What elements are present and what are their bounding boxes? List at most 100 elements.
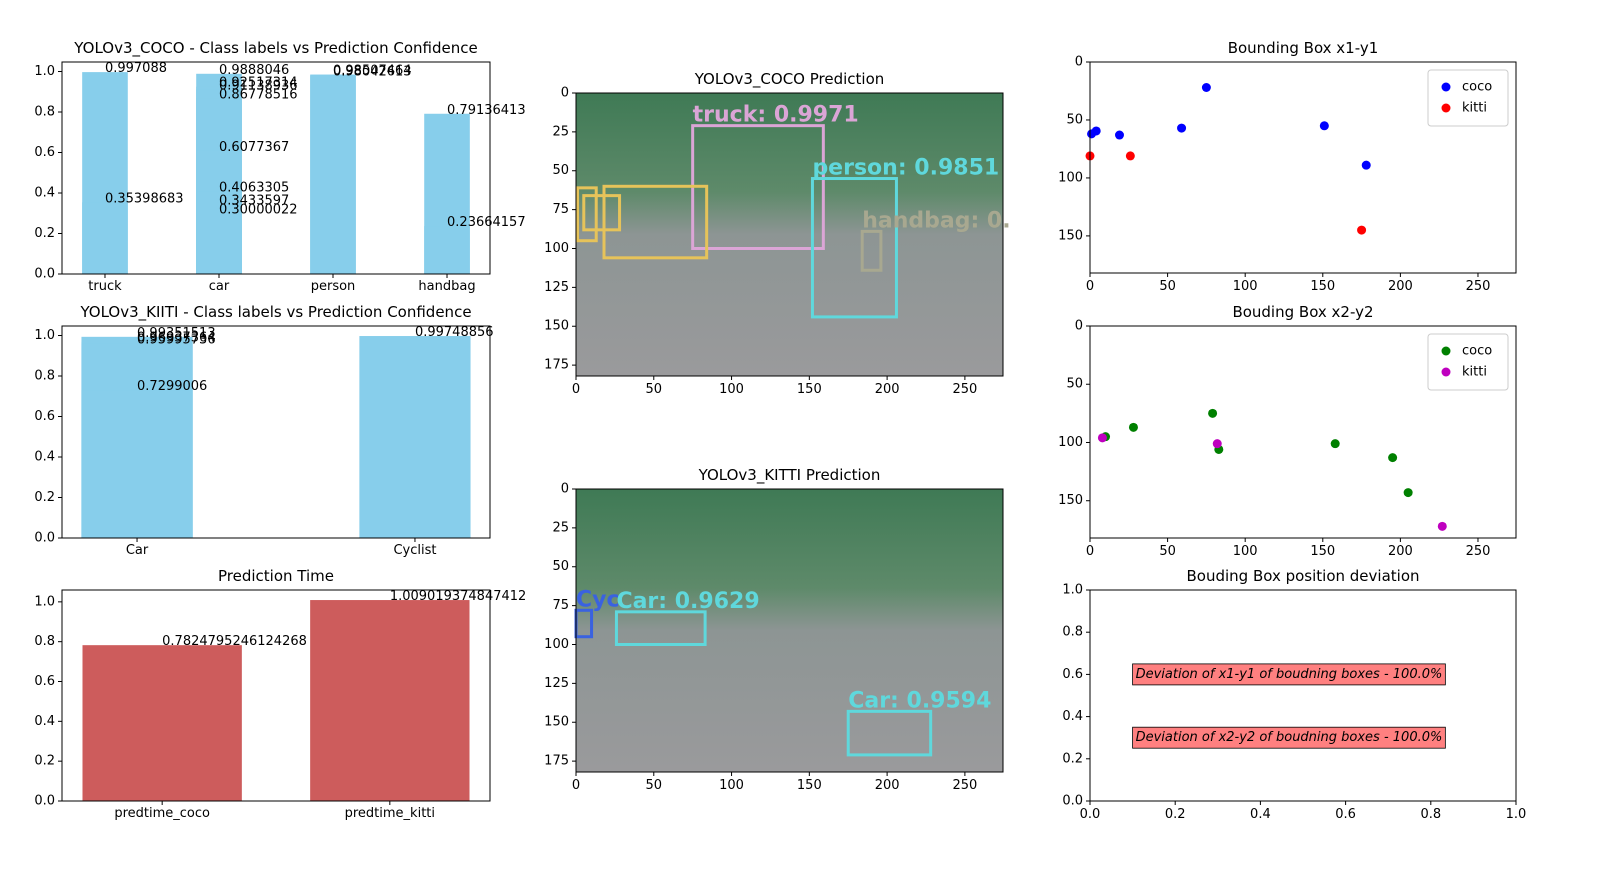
- detection-label: truck: 0.9971: [693, 103, 859, 128]
- y-tick-label: 0: [561, 482, 569, 497]
- annotation: Deviation of x1-y1 of boudning boxes - 1…: [1132, 663, 1446, 686]
- legend-marker: [1441, 346, 1451, 356]
- y-tick-label: 0.0: [1062, 794, 1083, 809]
- value-label: 0.99748856: [415, 325, 494, 340]
- value-label: 1.009019374847412: [390, 589, 526, 604]
- y-tick-label: 0.6: [34, 409, 55, 424]
- y-tick-label: 0.0: [34, 267, 55, 282]
- y-tick-label: 0.4: [34, 714, 55, 729]
- scatter-point: [1330, 439, 1340, 449]
- y-tick-label: 1.0: [1062, 583, 1083, 598]
- x-tick-label: 50: [646, 382, 663, 397]
- scatter-point: [1212, 439, 1222, 449]
- x-tick-label: 0: [572, 382, 580, 397]
- axes-frame: [61, 325, 491, 539]
- y-tick-label: 50: [552, 163, 569, 178]
- y-tick-label: 150: [1058, 493, 1083, 508]
- x-tick-label: 250: [1466, 544, 1491, 559]
- x-tick-label: 150: [1310, 279, 1335, 294]
- x-tick-label: 100: [719, 382, 744, 397]
- chart-title: YOLOv3_KITTI Prediction: [698, 466, 881, 485]
- annotation-text: Deviation of x2-y2 of boudning boxes - 1…: [1136, 730, 1443, 745]
- legend-marker: [1441, 367, 1451, 377]
- y-tick-label: 0: [1075, 55, 1083, 70]
- y-tick-label: 75: [552, 598, 569, 613]
- y-tick-label: 0.8: [34, 105, 55, 120]
- value-label: 0.23664157: [447, 215, 526, 230]
- y-tick-label: 1.0: [34, 328, 55, 343]
- value-label: 0.98042613: [333, 64, 412, 79]
- chart-title: Bouding Box x2-y2: [1232, 303, 1373, 321]
- y-tick-label: 0.8: [1062, 625, 1083, 640]
- value-label: 0.7299006: [137, 379, 207, 394]
- image-area: [576, 489, 1003, 772]
- y-tick-label: 0.2: [34, 226, 55, 241]
- x-tick-label: 200: [875, 778, 900, 793]
- detection-box: [576, 186, 598, 243]
- y-tick-label: 0.6: [1062, 667, 1083, 682]
- x-tick-label: 150: [797, 778, 822, 793]
- y-tick-label: 0.0: [34, 794, 55, 809]
- annotation-text: Deviation of x1-y1 of boudning boxes - 1…: [1136, 667, 1443, 682]
- y-tick-label: 0: [1075, 319, 1083, 334]
- y-tick-label: 0.6: [34, 674, 55, 689]
- y-tick-label: 0.4: [1062, 709, 1083, 724]
- detection-box: [582, 194, 622, 232]
- legend-label: coco: [1462, 80, 1492, 95]
- scatter-point: [1208, 408, 1218, 418]
- value-label: 0.95995736: [137, 333, 216, 348]
- x-tick-label: 0: [1086, 544, 1094, 559]
- x-tick-label: 0.4: [1250, 807, 1271, 822]
- x-tick-label: 0: [1086, 279, 1094, 294]
- y-tick-label: 100: [1058, 170, 1083, 185]
- scatter-point: [1361, 160, 1371, 170]
- annotation-box: [1132, 726, 1446, 749]
- scatter-point: [1125, 151, 1135, 161]
- y-tick-label: 50: [552, 559, 569, 574]
- y-tick-label: 1.0: [34, 594, 55, 609]
- x-tick-label: 100: [1233, 279, 1258, 294]
- detection-label: handbag: 0.: [862, 208, 1010, 233]
- bar: [82, 645, 242, 801]
- value-label: 0.96937364: [137, 331, 216, 346]
- axes-frame: [1089, 325, 1517, 539]
- bar: [81, 390, 193, 538]
- bar: [310, 75, 356, 274]
- y-tick-label: 100: [544, 241, 569, 256]
- value-label: 0.7824795246124268: [162, 634, 307, 649]
- chart-title: Bounding Box x1-y1: [1228, 39, 1379, 57]
- axes-frame: [1089, 61, 1517, 274]
- y-tick-label: 100: [1058, 435, 1083, 450]
- scatter-point: [1114, 130, 1124, 140]
- y-tick-label: 75: [552, 202, 569, 217]
- value-label: 0.92517314: [219, 76, 298, 91]
- x-tick-label: Cyclist: [393, 543, 436, 558]
- x-tick-label: 1.0: [1506, 807, 1527, 822]
- x-tick-label: person: [311, 279, 356, 294]
- scatter-point: [1319, 121, 1329, 131]
- bar: [359, 336, 471, 538]
- y-tick-label: 100: [544, 637, 569, 652]
- chart-title: Bouding Box position deviation: [1186, 567, 1419, 585]
- image-area: [576, 93, 1003, 376]
- value-label: 0.99351513: [137, 326, 216, 341]
- x-tick-label: 0.8: [1420, 807, 1441, 822]
- detection-box: [614, 610, 707, 646]
- scatter-point: [1403, 488, 1413, 498]
- annotation: Deviation of x2-y2 of boudning boxes - 1…: [1132, 726, 1446, 749]
- y-tick-label: 25: [552, 520, 569, 535]
- y-tick-label: 0.6: [34, 145, 55, 160]
- x-tick-label: predtime_kitti: [345, 806, 435, 821]
- y-tick-label: 1.0: [34, 64, 55, 79]
- y-tick-label: 125: [544, 280, 569, 295]
- legend-frame: [1427, 333, 1509, 391]
- chart-title: YOLOv3_KIITI - Class labels vs Predictio…: [79, 303, 471, 322]
- x-tick-label: 0.6: [1335, 807, 1356, 822]
- value-label: 0.3433597: [219, 193, 289, 208]
- y-tick-label: 0.0: [34, 531, 55, 546]
- y-tick-label: 0.2: [34, 490, 55, 505]
- x-tick-label: Car: [126, 543, 149, 558]
- x-tick-label: 0.0: [1080, 807, 1101, 822]
